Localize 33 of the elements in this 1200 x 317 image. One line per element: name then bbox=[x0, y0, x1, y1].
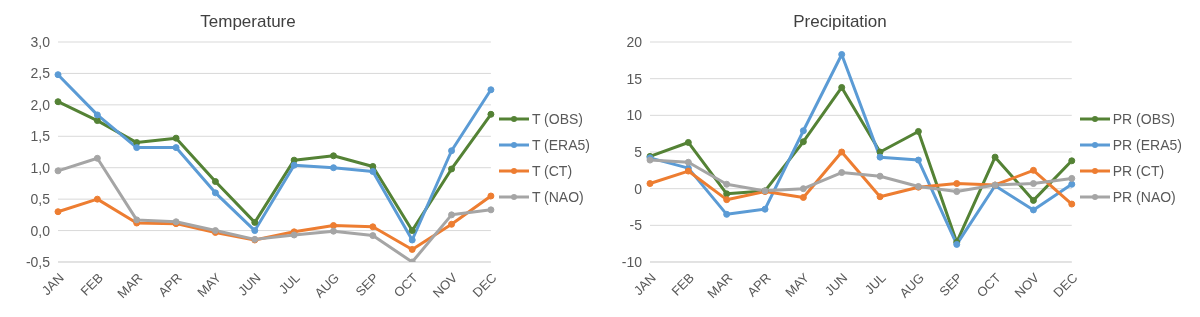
y-tick-label: 15 bbox=[626, 70, 643, 87]
x-tick-label: FEB bbox=[668, 270, 697, 299]
legend-label: PR (OBS) bbox=[1112, 111, 1175, 127]
legend-label: PR (ERA5) bbox=[1112, 137, 1182, 153]
y-tick-label: 10 bbox=[626, 107, 643, 124]
y-tick-label: 0,0 bbox=[30, 222, 51, 239]
y-tick-label: 2,0 bbox=[30, 96, 51, 113]
y-tick-label: -0,5 bbox=[25, 253, 51, 270]
x-tick-label: JAN bbox=[38, 270, 67, 299]
y-tick-label: 20 bbox=[626, 33, 643, 50]
y-tick-label: 1,0 bbox=[30, 159, 51, 176]
x-tick-label: JUL bbox=[861, 270, 889, 297]
legend-label: PR (NAO) bbox=[1112, 189, 1176, 205]
y-tick-label: 0 bbox=[634, 180, 643, 197]
y-tick-label: -5 bbox=[629, 217, 643, 234]
x-tick-label: SEP bbox=[352, 270, 382, 300]
x-tick-label: JUL bbox=[275, 270, 303, 297]
y-tick-label: 3,0 bbox=[30, 33, 51, 50]
legend-label: T (CT) bbox=[531, 163, 573, 179]
x-tick-label: FEB bbox=[77, 270, 106, 299]
legend-label: T (ERA5) bbox=[531, 137, 590, 153]
y-tick-label: -10 bbox=[621, 253, 643, 270]
y-tick-label: 1,5 bbox=[30, 128, 51, 145]
legend-label: PR (CT) bbox=[1112, 163, 1165, 179]
legend-label: T (OBS) bbox=[531, 111, 583, 127]
chart-title: Temperature bbox=[199, 12, 297, 32]
x-tick-label: SEP bbox=[936, 270, 966, 300]
legend-label: T (NAO) bbox=[531, 189, 584, 205]
chart-title: Precipitation bbox=[792, 12, 888, 32]
y-tick-label: 0,5 bbox=[30, 191, 51, 208]
x-tick-label: JAN bbox=[630, 270, 659, 299]
y-tick-label: 2,5 bbox=[30, 65, 51, 82]
y-tick-label: 5 bbox=[634, 143, 643, 160]
